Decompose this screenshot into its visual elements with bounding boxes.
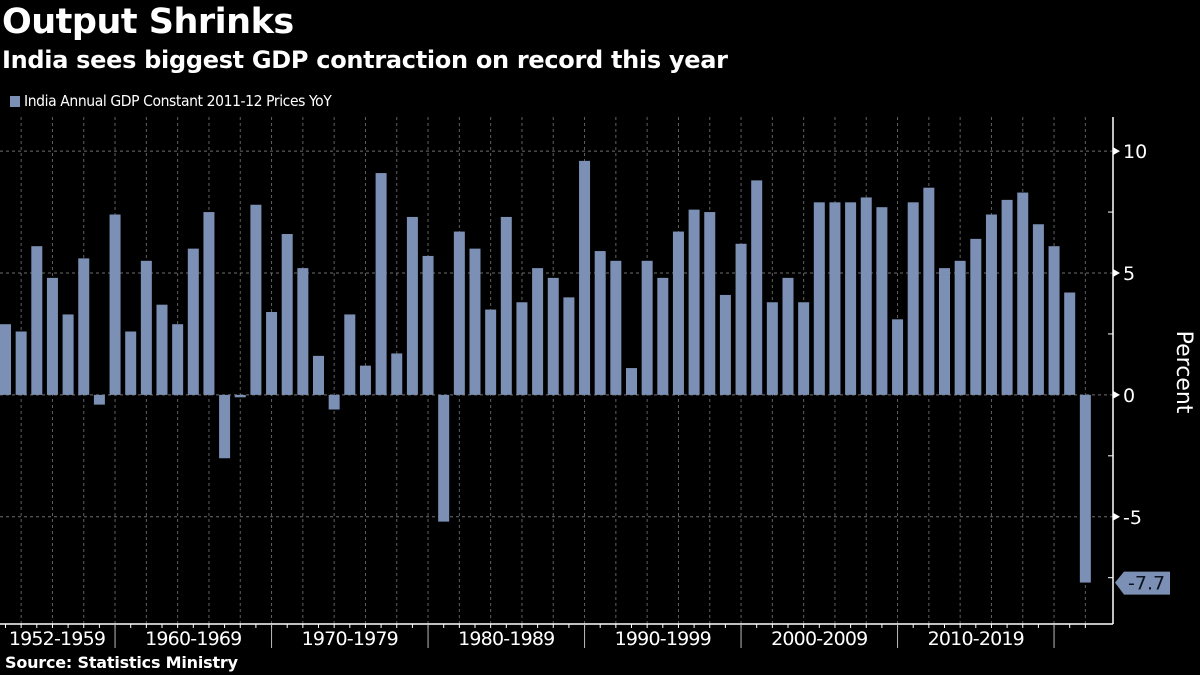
bar [641,260,653,395]
bar [829,202,841,395]
bar [970,238,982,395]
bar [892,319,904,395]
y-tick-marker-icon [1113,390,1120,399]
bar [626,368,637,395]
bar [985,214,997,395]
bar [860,197,872,395]
bar [610,260,622,395]
bar [344,314,356,395]
x-group-label: 2000-2009 [771,628,867,650]
bar [1001,199,1013,395]
bars [0,160,1091,583]
bar [923,187,935,395]
bar [219,394,231,459]
bar [391,353,403,395]
y-tick-label: -5 [1123,507,1142,529]
bar [297,268,309,395]
bar [15,331,27,395]
bar [532,268,544,395]
bar [845,202,857,395]
bar [719,294,731,395]
bar [93,394,105,405]
bar [516,302,528,395]
source-note: Source: Statistics Ministry [5,653,238,672]
bar [1048,246,1060,395]
bar [156,304,168,395]
bar [1079,394,1091,583]
bar [140,260,152,395]
bar [579,160,591,395]
axis-labels: 10 5 0 -5 1952-1959 1960-1969 1970-1979 1980-19… [9,141,1196,650]
bar [782,277,794,395]
bar [0,324,11,395]
y-tick-marker-icon [1113,147,1120,156]
legend: India Annual GDP Constant 2011-12 Prices… [10,91,332,111]
bar [1032,224,1044,395]
bar [125,331,137,395]
bar [672,231,684,395]
bar [266,312,278,395]
chart-title: Output Shrinks [2,2,294,42]
x-group-label: 1952-1959 [9,628,105,650]
bar [657,277,669,395]
bar [500,216,512,395]
bar [78,258,90,395]
last-value-callout [1115,571,1170,595]
bar [907,202,919,395]
bar [563,297,575,395]
bar [766,302,778,395]
bar [813,202,825,395]
bar [313,355,324,395]
last-value-label: -7.7 [1128,573,1165,595]
y-tick-label: 10 [1123,141,1147,163]
bar [234,394,246,398]
bar [798,302,810,395]
x-group-label: 1970-1979 [302,628,398,650]
bar [328,394,340,410]
bar [250,204,262,395]
bar [547,277,559,395]
bar [406,216,418,395]
bar [453,231,465,395]
bar [172,324,184,395]
bar [939,268,950,395]
bar [187,248,199,395]
x-group-label: 1990-1999 [615,628,711,650]
bar [438,394,450,522]
legend-label: India Annual GDP Constant 2011-12 Prices… [24,92,332,110]
chart-subtitle: India sees biggest GDP contraction on re… [2,46,728,74]
bar [1064,292,1076,395]
bar [422,255,434,395]
bar [469,248,481,395]
bar [1017,192,1029,395]
bar [375,173,387,395]
axes [0,117,1120,648]
bar [203,212,215,395]
bar [704,212,716,395]
bar [876,207,888,395]
y-tick-marker-icon [1113,269,1120,277]
bar [281,234,293,395]
bar [31,246,43,395]
bar [954,260,966,395]
x-group-label: 2010-2019 [928,628,1024,650]
x-group-label: 1980-1989 [458,628,554,650]
y-tick-label: 0 [1123,385,1135,407]
bar [485,309,497,395]
x-group-label: 1960-1969 [145,628,241,650]
bar [109,214,121,395]
bar [46,277,58,395]
bar [688,209,700,395]
bar [751,180,763,395]
legend-swatch-icon [10,95,20,107]
y-axis-title: Percent [1171,331,1196,414]
y-tick-label: 5 [1123,263,1135,285]
bar [359,365,371,395]
y-tick-marker-icon [1113,512,1120,521]
bar [594,251,606,395]
bar [62,314,74,395]
bar [735,243,747,395]
